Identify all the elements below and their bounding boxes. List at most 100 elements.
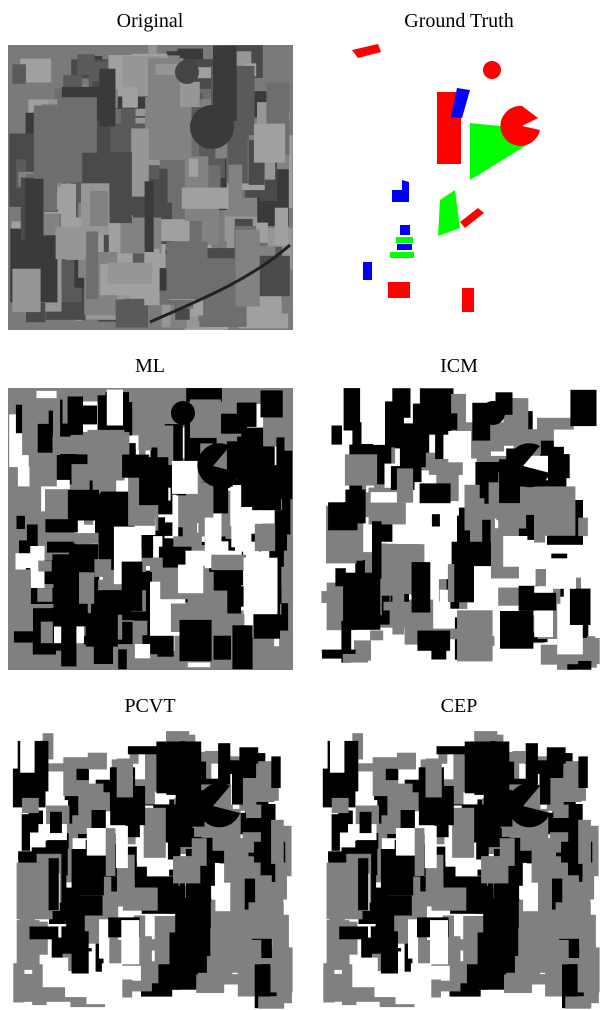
image-region (332, 798, 349, 813)
image-region (343, 654, 368, 663)
image-region (578, 820, 591, 864)
image-region (476, 832, 489, 859)
image-region (34, 106, 82, 183)
image-region (121, 920, 139, 964)
image-region (327, 863, 363, 920)
image-region (90, 191, 108, 226)
image-region (457, 610, 493, 661)
image-region (168, 390, 186, 400)
image-region (372, 521, 382, 579)
image-region (211, 555, 246, 570)
image-region (180, 82, 200, 107)
image-region (68, 397, 83, 435)
image-region (41, 622, 53, 644)
image-region (122, 87, 138, 108)
image-region (402, 433, 420, 466)
image-region (72, 931, 89, 973)
image-region (86, 232, 98, 300)
image-feature (171, 401, 195, 425)
image-region (454, 557, 474, 603)
image-region (18, 467, 30, 487)
image-region (417, 631, 450, 651)
image-region (255, 524, 275, 551)
image-region (102, 963, 122, 1002)
image-region (239, 747, 258, 778)
image-region (244, 558, 278, 615)
image-region (107, 390, 123, 426)
image-region (249, 902, 284, 939)
image-region (330, 917, 345, 962)
image-region (465, 485, 480, 531)
image-region (503, 536, 527, 567)
image-region (178, 565, 203, 594)
image-feature (175, 60, 199, 84)
image-region (49, 913, 75, 924)
image-region (88, 753, 107, 770)
image-region (384, 602, 415, 611)
image-region (261, 390, 283, 417)
image-region (420, 483, 451, 503)
image-region (77, 54, 94, 75)
image-region (426, 759, 442, 798)
original-image (8, 45, 293, 330)
image-region (173, 856, 200, 883)
image-region (121, 109, 136, 126)
image-region (386, 769, 398, 780)
image-region (339, 927, 368, 940)
image-region (144, 808, 166, 858)
image-region (556, 902, 591, 939)
image-region (22, 798, 39, 813)
image-region (412, 562, 431, 612)
image-region (271, 820, 284, 864)
image-region (375, 971, 398, 997)
image-region (122, 455, 149, 478)
image-region (101, 75, 115, 107)
image-region (229, 165, 243, 212)
image-region (270, 947, 292, 992)
pcvt-result-image (8, 728, 293, 1010)
image-region (17, 516, 25, 529)
image-region (36, 453, 57, 487)
image-region (554, 430, 592, 447)
image-region (271, 756, 280, 788)
image-region (172, 461, 198, 494)
image-region (343, 573, 380, 630)
image-region (282, 491, 291, 535)
image-feature (190, 105, 234, 149)
image-region (578, 756, 587, 788)
image-region (236, 230, 260, 307)
image-region (108, 263, 153, 284)
image-region (478, 933, 506, 990)
image-region (189, 159, 198, 177)
image-region (56, 227, 89, 260)
image-region (448, 431, 471, 462)
image-region (168, 832, 181, 859)
image-region (77, 769, 89, 780)
image-region (182, 188, 230, 209)
image-region (415, 828, 425, 876)
panel-title: PCVT (124, 695, 175, 717)
image-region (117, 759, 133, 798)
image-feature (481, 401, 505, 425)
image-region (43, 958, 68, 988)
panel-title: CEP (441, 695, 478, 717)
image-region (352, 958, 378, 988)
image-region (68, 490, 99, 521)
image-region (360, 812, 372, 833)
image-region (12, 269, 40, 312)
image-region (565, 997, 591, 1009)
image-region (258, 997, 284, 1009)
image-region (570, 589, 591, 625)
image-region (94, 559, 111, 577)
image-region (20, 917, 35, 962)
image-region (546, 558, 576, 589)
image-region (116, 826, 128, 868)
image-region (332, 814, 340, 851)
panel-title: Ground Truth (404, 10, 513, 32)
image-region (543, 486, 576, 535)
figure: Original Ground Truth ML ICM PCVT CEP (0, 0, 600, 1010)
image-region (397, 468, 413, 502)
image-region (411, 963, 431, 1002)
icm-result-image (318, 388, 600, 670)
image-region (94, 640, 113, 664)
